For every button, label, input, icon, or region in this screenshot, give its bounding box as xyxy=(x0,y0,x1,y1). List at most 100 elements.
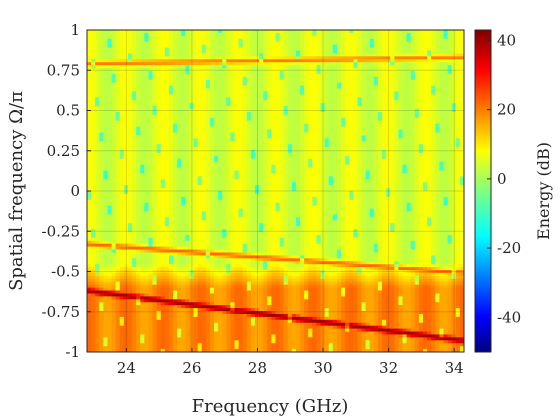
heatmap-cell xyxy=(238,117,244,122)
heatmap-cell xyxy=(140,349,145,352)
heatmap-cell xyxy=(222,82,227,87)
heatmap-cell xyxy=(185,237,191,242)
heatmap-cell xyxy=(238,229,244,233)
heatmap-cell xyxy=(160,278,166,283)
heatmap-cell xyxy=(111,150,117,154)
heatmap-cell xyxy=(160,100,166,104)
heatmap-cell xyxy=(99,234,104,239)
heatmap-cell xyxy=(230,311,236,315)
heatmap-cell xyxy=(103,152,109,157)
heatmap-cell xyxy=(115,319,121,324)
heatmap-cell xyxy=(218,331,223,336)
heatmap-cell xyxy=(255,258,260,262)
heatmap-cell xyxy=(271,103,277,107)
heatmap-cell xyxy=(136,88,141,93)
heatmap-cell xyxy=(250,111,256,116)
heatmap-cell xyxy=(87,325,92,330)
heatmap-cell xyxy=(87,322,92,327)
heatmap-cell xyxy=(177,47,182,52)
heatmap-cell xyxy=(177,202,182,207)
heatmap-cell xyxy=(246,88,252,93)
heatmap-cell xyxy=(164,129,170,134)
heatmap-cell xyxy=(230,114,236,119)
heatmap-cell xyxy=(95,340,100,344)
heatmap-cell xyxy=(209,196,215,201)
heatmap-cell xyxy=(177,334,182,338)
heatmap-cell xyxy=(119,202,125,207)
heatmap-cell xyxy=(201,249,207,254)
heatmap-cell xyxy=(173,32,178,37)
heatmap-cell xyxy=(152,208,158,213)
heatmap-cell xyxy=(222,150,227,154)
heatmap-cell xyxy=(152,35,158,40)
heatmap-cell xyxy=(173,191,178,195)
heatmap-cell xyxy=(168,287,174,292)
heatmap-cell xyxy=(271,91,277,95)
heatmap-cell xyxy=(156,191,162,195)
heatmap-cell xyxy=(164,296,170,300)
heatmap-cell xyxy=(181,275,186,280)
heatmap-cell xyxy=(103,150,109,154)
heatmap-cell xyxy=(87,106,92,110)
heatmap-cell xyxy=(136,193,141,198)
heatmap-cell xyxy=(226,229,232,233)
heatmap-cell xyxy=(177,305,182,309)
heatmap-cell xyxy=(111,109,117,113)
heatmap-cell xyxy=(205,138,211,142)
heatmap-cell xyxy=(242,132,248,136)
heatmap-cell xyxy=(242,305,248,309)
heatmap-cell xyxy=(205,135,211,139)
heatmap-cell xyxy=(95,188,100,192)
heatmap-cell xyxy=(222,255,227,259)
heatmap-cell xyxy=(119,123,125,128)
heatmap-cell xyxy=(160,270,166,274)
heatmap-cell xyxy=(214,305,219,309)
heatmap-cell xyxy=(218,313,223,318)
heatmap-cell xyxy=(164,62,170,66)
heatmap-cell xyxy=(119,252,125,256)
heatmap-cell xyxy=(115,106,121,110)
heatmap-cell xyxy=(230,237,236,242)
heatmap-cell xyxy=(123,237,129,242)
heatmap-cell xyxy=(230,202,236,207)
heatmap-cell xyxy=(205,114,211,119)
heatmap-cell xyxy=(136,179,141,183)
heatmap-cell xyxy=(148,191,154,195)
heatmap-cell xyxy=(250,173,256,177)
heatmap-cell xyxy=(87,164,92,169)
heatmap-cell xyxy=(246,47,252,52)
heatmap-cell xyxy=(197,114,203,119)
heatmap-cell xyxy=(230,205,236,210)
heatmap-cell xyxy=(99,170,104,175)
heatmap-cell xyxy=(263,258,268,262)
heatmap-cell xyxy=(103,226,109,230)
heatmap-cell xyxy=(246,129,252,134)
heatmap-cell xyxy=(115,196,121,201)
heatmap-cell xyxy=(173,299,178,303)
heatmap-cell xyxy=(152,243,158,248)
heatmap-cell xyxy=(144,349,150,352)
heatmap-cell xyxy=(234,132,240,136)
heatmap-cell xyxy=(250,302,256,306)
heatmap-cell xyxy=(250,32,256,37)
heatmap-cell xyxy=(160,349,166,352)
heatmap-cell xyxy=(189,103,195,107)
heatmap-cell xyxy=(144,182,150,186)
heatmap-cell xyxy=(226,85,232,90)
heatmap-cell xyxy=(230,226,236,230)
heatmap-cell xyxy=(132,106,137,110)
heatmap-cell xyxy=(242,117,248,122)
heatmap-cell xyxy=(193,38,199,43)
heatmap-cell xyxy=(164,249,170,254)
heatmap-cell xyxy=(168,97,174,101)
heatmap-cell xyxy=(218,272,223,277)
heatmap-cell xyxy=(91,343,96,347)
heatmap-cell xyxy=(103,337,109,341)
heatmap-cell xyxy=(193,85,199,90)
heatmap-cell xyxy=(160,249,166,254)
heatmap-cell xyxy=(132,109,137,113)
heatmap-cell xyxy=(255,319,260,324)
heatmap-cell xyxy=(148,155,154,160)
heatmap-cell xyxy=(242,167,248,172)
heatmap-cell xyxy=(156,290,162,295)
